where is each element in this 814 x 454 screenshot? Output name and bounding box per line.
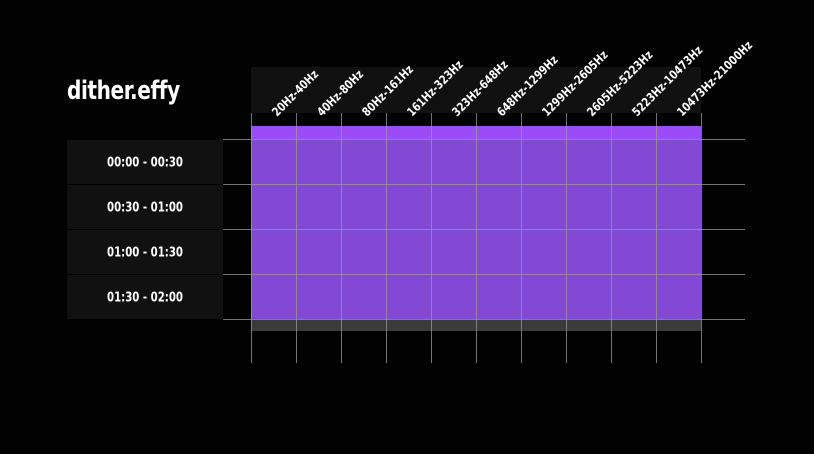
heatmap-cells (251, 139, 701, 319)
heatmap-cell (341, 274, 386, 319)
heatmap-cell (476, 139, 521, 184)
heatmap-cell (566, 139, 611, 184)
heatmap-cell (656, 139, 701, 184)
heatmap-cell (656, 229, 701, 274)
heatmap-cell (386, 139, 431, 184)
heatmap-cell (251, 274, 296, 319)
row-label: 00:00 - 00:30 (107, 156, 183, 171)
heatmap-cell (431, 184, 476, 229)
row-label: 01:00 - 01:30 (107, 246, 183, 261)
row-label: 01:30 - 02:00 (107, 291, 183, 306)
heatmap-cell (566, 229, 611, 274)
heatmap-cell (656, 184, 701, 229)
heatmap-cell (611, 274, 656, 319)
row-label-bg (67, 140, 223, 184)
heatmap-cell (386, 184, 431, 229)
chart-title: dither.effy (67, 76, 180, 106)
row-labels: 00:00 - 00:30 00:30 - 01:00 01:00 - 01:30 0… (107, 156, 183, 306)
heatmap-cell (251, 139, 296, 184)
row-label-bg (67, 185, 223, 229)
row-label-backgrounds (67, 140, 223, 319)
heatmap-cell (251, 184, 296, 229)
heatmap-cell (341, 139, 386, 184)
heatmap-cell (431, 139, 476, 184)
heatmap-cell (521, 274, 566, 319)
heatmap-cell (251, 229, 296, 274)
heatmap-cell (521, 139, 566, 184)
heatmap-cell (476, 184, 521, 229)
heatmap-cell (431, 274, 476, 319)
heatmap-cell (296, 229, 341, 274)
heatmap-cell (296, 274, 341, 319)
heatmap-cell (431, 229, 476, 274)
heatmap-cell (476, 229, 521, 274)
heatmap-cell (386, 229, 431, 274)
heatmap-cell (566, 184, 611, 229)
row-label-bg (67, 275, 223, 319)
heatmap-cell (296, 184, 341, 229)
heatmap-cell (476, 274, 521, 319)
heatmap-cell (296, 139, 341, 184)
heatmap-cell (566, 274, 611, 319)
grid-lines (223, 113, 745, 363)
heatmap-cell (656, 274, 701, 319)
heatmap-cell (341, 184, 386, 229)
row-label-bg (67, 230, 223, 274)
heatmap-cell (386, 274, 431, 319)
heatmap-cell (611, 229, 656, 274)
header-band (251, 67, 701, 113)
heatmap-cell (521, 184, 566, 229)
heatmap-cell (611, 139, 656, 184)
row-label: 00:30 - 01:00 (107, 201, 183, 216)
heatmap-cell (611, 184, 656, 229)
heatmap-cell (341, 229, 386, 274)
heatmap-cell (521, 229, 566, 274)
